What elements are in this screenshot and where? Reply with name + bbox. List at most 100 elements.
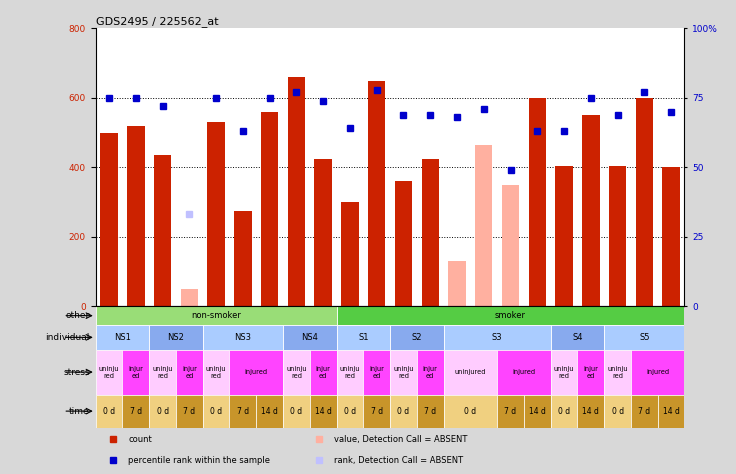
Text: 14 d: 14 d	[662, 407, 679, 416]
Bar	[609, 165, 626, 306]
Text: 0 d: 0 d	[344, 407, 356, 416]
Text: 0 d: 0 d	[558, 407, 570, 416]
Bar	[578, 349, 604, 395]
Text: S4: S4	[572, 333, 583, 342]
Text: individual: individual	[46, 333, 90, 342]
Bar	[556, 165, 573, 306]
Text: time: time	[69, 407, 90, 416]
Bar	[444, 395, 497, 428]
Text: 0 d: 0 d	[157, 407, 169, 416]
Text: 14 d: 14 d	[529, 407, 545, 416]
Text: 7 d: 7 d	[237, 407, 249, 416]
Bar	[631, 349, 684, 395]
Bar	[551, 325, 604, 349]
Bar	[202, 325, 283, 349]
Bar	[202, 395, 230, 428]
Bar	[636, 98, 653, 306]
Text: S3: S3	[492, 333, 503, 342]
Bar	[176, 395, 202, 428]
Bar	[100, 133, 118, 306]
Bar	[551, 395, 578, 428]
Bar	[176, 349, 202, 395]
Text: percentile rank within the sample: percentile rank within the sample	[128, 456, 270, 465]
Bar	[122, 395, 149, 428]
Bar	[283, 395, 310, 428]
Text: 7 d: 7 d	[504, 407, 517, 416]
Bar	[444, 349, 497, 395]
Bar	[417, 349, 444, 395]
Text: 0 d: 0 d	[464, 407, 476, 416]
Bar	[96, 349, 122, 395]
Text: GDS2495 / 225562_at: GDS2495 / 225562_at	[96, 16, 219, 27]
Text: other: other	[66, 311, 90, 320]
Text: uninju
red: uninju red	[99, 365, 119, 379]
Bar	[180, 289, 198, 306]
Bar	[631, 395, 658, 428]
Bar	[261, 112, 278, 306]
Text: 7 d: 7 d	[183, 407, 196, 416]
Text: 7 d: 7 d	[638, 407, 651, 416]
Bar	[283, 325, 336, 349]
Bar	[96, 395, 122, 428]
Text: uninju
red: uninju red	[340, 365, 360, 379]
Bar	[149, 325, 202, 349]
Bar	[288, 77, 305, 306]
Bar	[502, 185, 519, 306]
Text: injured: injured	[646, 369, 669, 375]
Text: 0 d: 0 d	[103, 407, 115, 416]
Text: stress: stress	[63, 367, 90, 376]
Bar	[154, 155, 171, 306]
Bar	[528, 98, 546, 306]
Text: 0 d: 0 d	[397, 407, 409, 416]
Bar	[422, 159, 439, 306]
Bar	[336, 325, 390, 349]
Text: injur
ed: injur ed	[128, 365, 144, 379]
Bar	[256, 395, 283, 428]
Text: S5: S5	[639, 333, 650, 342]
Bar	[208, 122, 224, 306]
Bar	[149, 349, 176, 395]
Bar	[230, 349, 283, 395]
Bar	[658, 395, 684, 428]
Text: NS1: NS1	[114, 333, 131, 342]
Text: NS4: NS4	[301, 333, 318, 342]
Text: 7 d: 7 d	[424, 407, 436, 416]
Text: uninju
red: uninju red	[393, 365, 414, 379]
Bar	[96, 325, 149, 349]
Text: NS2: NS2	[168, 333, 185, 342]
Bar	[394, 181, 412, 306]
Bar	[448, 261, 466, 306]
Text: uninju
red: uninju red	[607, 365, 628, 379]
Bar	[551, 349, 578, 395]
Text: S2: S2	[411, 333, 422, 342]
Bar	[390, 349, 417, 395]
Bar	[368, 81, 386, 306]
Text: 14 d: 14 d	[315, 407, 332, 416]
Text: 14 d: 14 d	[261, 407, 278, 416]
Bar	[417, 395, 444, 428]
Text: 14 d: 14 d	[582, 407, 599, 416]
Text: injured: injured	[512, 369, 536, 375]
Text: NS3: NS3	[234, 333, 252, 342]
Bar	[604, 349, 631, 395]
Bar	[342, 202, 358, 306]
Text: injur
ed: injur ed	[584, 365, 598, 379]
Text: uninjured: uninjured	[455, 369, 486, 375]
Bar	[149, 395, 176, 428]
Text: 0 d: 0 d	[210, 407, 222, 416]
Bar	[96, 306, 336, 325]
Bar	[230, 395, 256, 428]
Text: injured: injured	[244, 369, 268, 375]
Text: 0 d: 0 d	[612, 407, 623, 416]
Text: uninju
red: uninju red	[286, 365, 307, 379]
Bar	[336, 349, 364, 395]
Bar	[497, 349, 551, 395]
Bar	[314, 159, 332, 306]
Text: S1: S1	[358, 333, 369, 342]
Text: injur
ed: injur ed	[422, 365, 438, 379]
Bar	[364, 349, 390, 395]
Bar	[578, 395, 604, 428]
Bar	[310, 395, 336, 428]
Text: 0 d: 0 d	[290, 407, 302, 416]
Bar	[662, 167, 680, 306]
